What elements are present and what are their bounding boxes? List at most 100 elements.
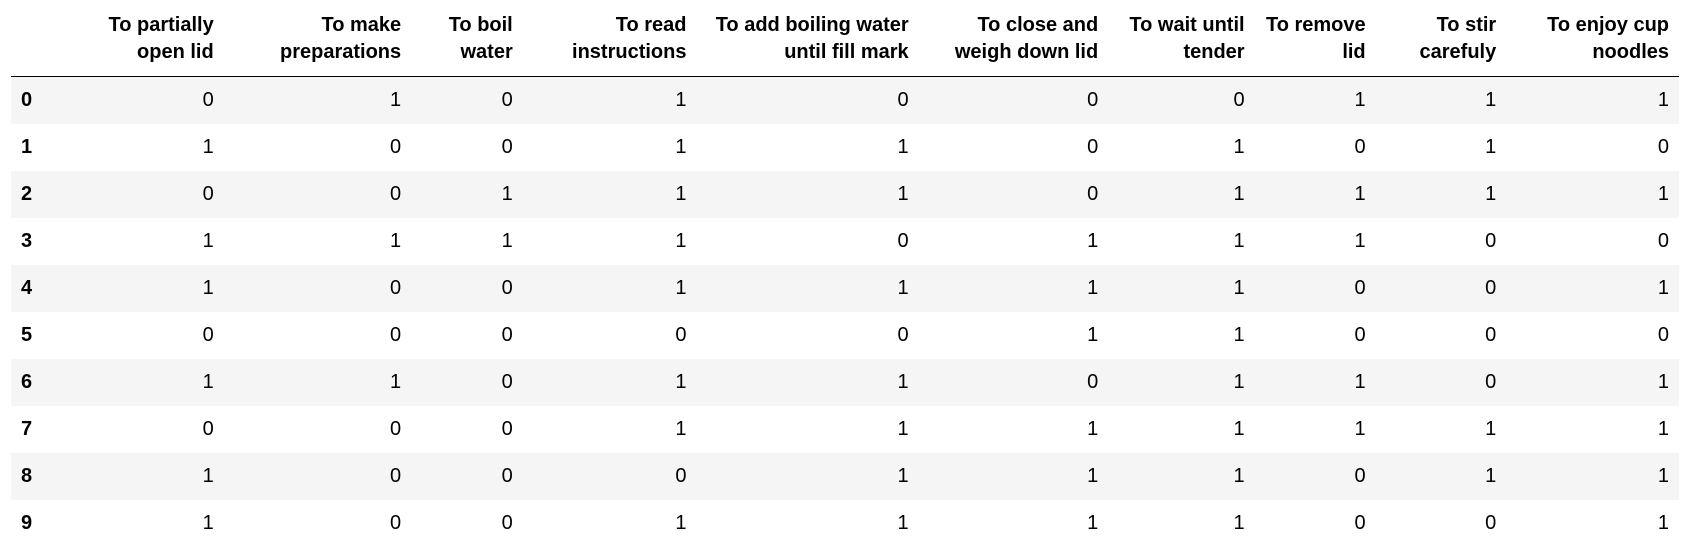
table-cell: 0 bbox=[501, 89, 513, 111]
table-cell: 0 bbox=[1087, 183, 1099, 205]
table-cell: 1 bbox=[202, 371, 214, 393]
header-row: To partially open lid To make preparation… bbox=[11, 8, 1679, 77]
table-cell: 1 bbox=[897, 371, 909, 393]
table-cell: 1 bbox=[897, 136, 909, 158]
table-cell: 1 bbox=[897, 512, 909, 534]
table-cell: 1 bbox=[390, 89, 402, 111]
table-cell: 1 bbox=[897, 418, 909, 440]
table-cell: 1 bbox=[1087, 465, 1099, 487]
table-cell: 1 bbox=[1354, 89, 1366, 111]
table-cell: 1 bbox=[1087, 230, 1099, 252]
table-row: 7 0 0 0 1 1 1 1 1 1 1 bbox=[11, 406, 1679, 453]
table-cell: 1 bbox=[1657, 183, 1669, 205]
table-row: 4 1 0 0 1 1 1 1 0 0 1 bbox=[11, 265, 1679, 312]
table-cell: 0 bbox=[501, 418, 513, 440]
table-cell: 1 bbox=[1233, 418, 1245, 440]
row-index: 7 bbox=[21, 418, 33, 440]
table-cell: 0 bbox=[1485, 371, 1497, 393]
table-row: 9 1 0 0 1 1 1 1 0 0 1 bbox=[11, 500, 1679, 547]
row-index: 3 bbox=[21, 230, 33, 252]
table-row: 2 0 0 1 1 1 0 1 1 1 1 bbox=[11, 171, 1679, 218]
table-row: 5 0 0 0 0 0 1 1 0 0 0 bbox=[11, 312, 1679, 359]
table-cell: 1 bbox=[675, 89, 687, 111]
table-cell: 1 bbox=[1233, 324, 1245, 346]
table-cell: 1 bbox=[897, 465, 909, 487]
table-cell: 1 bbox=[675, 230, 687, 252]
table-body: 0 0 1 0 1 0 0 0 1 1 1 1 1 0 0 1 1 0 1 0 1 0 2 0 0 1 1 1 0 1 1 1 1 3 1 1 1 1 0 1… bbox=[11, 76, 1679, 547]
table-cell: 1 bbox=[1657, 371, 1669, 393]
table-cell: 0 bbox=[501, 324, 513, 346]
table-cell: 1 bbox=[897, 183, 909, 205]
table-cell: 1 bbox=[1485, 465, 1497, 487]
table-cell: 1 bbox=[1087, 324, 1099, 346]
table-cell: 1 bbox=[1233, 512, 1245, 534]
table-cell: 1 bbox=[1233, 230, 1245, 252]
table-cell: 0 bbox=[675, 324, 687, 346]
table-cell: 1 bbox=[1657, 418, 1669, 440]
table-cell: 1 bbox=[1354, 418, 1366, 440]
row-index: 0 bbox=[21, 89, 33, 111]
row-index: 5 bbox=[21, 324, 33, 346]
table-cell: 1 bbox=[501, 183, 513, 205]
table-cell: 0 bbox=[390, 183, 402, 205]
table-cell: 1 bbox=[675, 418, 687, 440]
table-cell: 1 bbox=[675, 277, 687, 299]
table-cell: 0 bbox=[1657, 324, 1669, 346]
table-cell: 0 bbox=[1087, 371, 1099, 393]
index-header bbox=[11, 8, 72, 77]
table-cell: 1 bbox=[1354, 230, 1366, 252]
table-cell: 0 bbox=[390, 136, 402, 158]
table-cell: 0 bbox=[202, 324, 214, 346]
table-cell: 1 bbox=[1087, 418, 1099, 440]
table-cell: 1 bbox=[390, 371, 402, 393]
table-row: 1 1 0 0 1 1 0 1 0 1 0 bbox=[11, 124, 1679, 171]
table-cell: 1 bbox=[1485, 89, 1497, 111]
column-header: To make preparations bbox=[223, 8, 412, 77]
table-cell: 0 bbox=[390, 277, 402, 299]
table-cell: 1 bbox=[501, 230, 513, 252]
table-cell: 0 bbox=[1485, 512, 1497, 534]
table-cell: 1 bbox=[1233, 183, 1245, 205]
table-cell: 0 bbox=[1087, 136, 1099, 158]
row-index: 9 bbox=[21, 512, 33, 534]
column-header: To stir carefuly bbox=[1375, 8, 1507, 77]
table-cell: 1 bbox=[1354, 183, 1366, 205]
table-cell: 0 bbox=[675, 465, 687, 487]
table-cell: 1 bbox=[1233, 136, 1245, 158]
dataframe-container: To partially open lid To make preparation… bbox=[11, 8, 1679, 547]
column-header: To partially open lid bbox=[71, 8, 224, 77]
table-cell: 0 bbox=[1485, 324, 1497, 346]
table-cell: 0 bbox=[390, 324, 402, 346]
row-index: 2 bbox=[21, 183, 33, 205]
row-index: 4 bbox=[21, 277, 33, 299]
table-cell: 1 bbox=[1485, 183, 1497, 205]
column-header: To enjoy cup noodles bbox=[1506, 8, 1679, 77]
table-cell: 0 bbox=[202, 183, 214, 205]
table-row: 8 1 0 0 0 1 1 1 0 1 1 bbox=[11, 453, 1679, 500]
table-cell: 0 bbox=[897, 89, 909, 111]
table-cell: 0 bbox=[501, 371, 513, 393]
table-cell: 1 bbox=[675, 512, 687, 534]
table-cell: 0 bbox=[1233, 89, 1245, 111]
table-row: 6 1 1 0 1 1 0 1 1 0 1 bbox=[11, 359, 1679, 406]
table-row: 0 0 1 0 1 0 0 0 1 1 1 bbox=[11, 76, 1679, 124]
table-cell: 0 bbox=[1657, 136, 1669, 158]
table-cell: 0 bbox=[501, 465, 513, 487]
table-cell: 1 bbox=[1657, 89, 1669, 111]
column-header: To wait until tender bbox=[1108, 8, 1255, 77]
column-header: To remove lid bbox=[1254, 8, 1376, 77]
table-cell: 1 bbox=[897, 277, 909, 299]
table-cell: 0 bbox=[1354, 324, 1366, 346]
table-cell: 1 bbox=[675, 183, 687, 205]
column-header: To add boiling water until fill mark bbox=[696, 8, 919, 77]
table-cell: 0 bbox=[501, 136, 513, 158]
table-cell: 1 bbox=[1233, 277, 1245, 299]
table-header: To partially open lid To make preparation… bbox=[11, 8, 1679, 77]
table-cell: 1 bbox=[202, 512, 214, 534]
table-cell: 1 bbox=[202, 136, 214, 158]
table-cell: 1 bbox=[390, 230, 402, 252]
table-cell: 1 bbox=[1087, 277, 1099, 299]
table-cell: 0 bbox=[1485, 277, 1497, 299]
table-cell: 1 bbox=[1657, 512, 1669, 534]
column-header: To read instructions bbox=[522, 8, 697, 77]
